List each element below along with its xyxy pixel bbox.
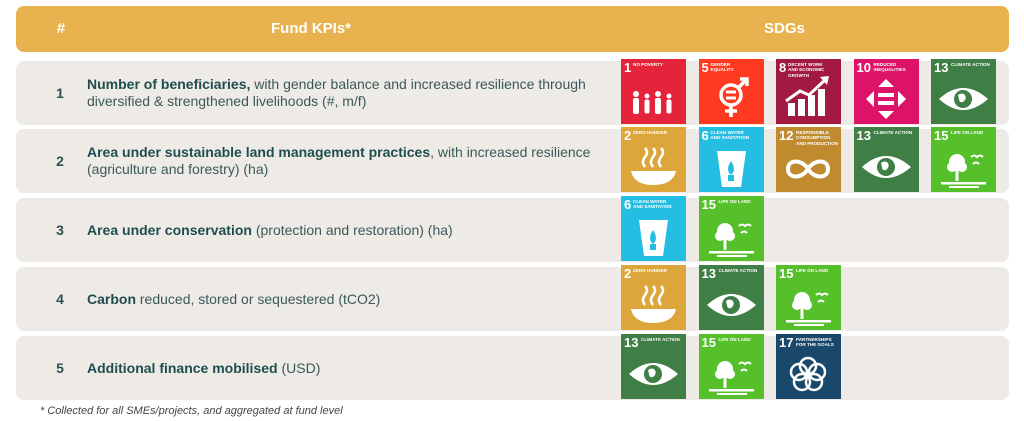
sdg-label: CLEAN WATER AND SANITATION bbox=[710, 130, 750, 141]
header-number: # bbox=[56, 20, 66, 37]
kpi-detail: reduced, stored or sequestered (tCO2) bbox=[136, 290, 381, 307]
sdg-tile-15: 15 LIFE ON LAND bbox=[931, 127, 996, 192]
sdg-number: 2 bbox=[624, 128, 632, 143]
sdg-label: NO POVERTY bbox=[633, 62, 664, 67]
sdg-tile-5: 5 GENDER EQUALITY bbox=[698, 59, 764, 124]
sdg-label: REDUCED INEQUALITIES bbox=[873, 62, 906, 73]
sdg-number: 15 bbox=[701, 197, 716, 212]
sdg-number: 15 bbox=[701, 335, 716, 350]
sdg-label: CLIMATE ACTION bbox=[718, 268, 758, 273]
sdg-number: 5 bbox=[701, 60, 709, 75]
sdg-label: PARTNERSHIPS FOR THE GOALS bbox=[796, 337, 834, 348]
sdg-tile-15: 15 LIFE ON LAND bbox=[776, 265, 841, 330]
kpi-row: 1 Number of beneficiaries, with gender b… bbox=[16, 59, 1009, 125]
sdg-label: CLIMATE ACTION bbox=[951, 62, 990, 67]
kpi-text: Area under conservation (protection and … bbox=[87, 198, 607, 262]
kpi-number: 2 bbox=[56, 153, 64, 169]
kpi-number: 5 bbox=[56, 360, 64, 376]
sdg-label: LIFE ON LAND bbox=[718, 199, 751, 204]
sdg-number: 15 bbox=[934, 128, 949, 143]
sdg-tile-12: 12 RESPONSIBLE CONSUMPTION AND PRODUCTION bbox=[776, 127, 841, 192]
sdg-label: DECENT WORK AND ECONOMIC GROWTH bbox=[788, 62, 825, 78]
kpi-title: Number of beneficiaries, bbox=[87, 76, 251, 92]
kpi-detail: (protection and restoration) (ha) bbox=[251, 221, 453, 238]
sdg-number: 13 bbox=[856, 128, 871, 143]
sdg-label: ZERO HUNGER bbox=[633, 268, 667, 273]
sdg-tile-13: 13 CLIMATE ACTION bbox=[698, 265, 764, 330]
sdg-tile-13: 13 CLIMATE ACTION bbox=[853, 127, 919, 192]
kpi-number: 4 bbox=[56, 291, 64, 307]
kpi-row: 5 Additional finance mobilised (USD) 13 C… bbox=[16, 334, 1009, 400]
sdg-number: 15 bbox=[779, 266, 794, 281]
kpi-detail: with gender balance and increased resili… bbox=[87, 76, 586, 109]
kpi-number: 3 bbox=[56, 222, 64, 238]
sdg-tile-13: 13 CLIMATE ACTION bbox=[621, 334, 686, 399]
sdg-number: 1 bbox=[624, 60, 632, 75]
sdg-number: 13 bbox=[934, 60, 949, 75]
sdg-tile-17: 17 PARTNERSHIPS FOR THE GOALS bbox=[776, 334, 841, 399]
sdg-tile-2: 2 ZERO HUNGER bbox=[621, 127, 686, 192]
sdg-tile-15: 15 LIFE ON LAND bbox=[698, 334, 764, 399]
kpi-row: 4 Carbon reduced, stored or sequestered … bbox=[16, 265, 1009, 331]
kpi-number: 1 bbox=[56, 85, 64, 101]
sdg-tile-13: 13 CLIMATE ACTION bbox=[931, 59, 996, 124]
kpi-title: Area under conservation bbox=[87, 221, 252, 238]
kpi-title: Carbon bbox=[87, 290, 136, 307]
sdg-tile-10: 10 REDUCED INEQUALITIES bbox=[853, 59, 919, 124]
kpi-row: 2 Area under sustainable land management… bbox=[16, 127, 1009, 193]
kpi-title: Area under sustainable land management p… bbox=[87, 144, 431, 160]
sdg-number: 13 bbox=[624, 335, 639, 350]
sdg-number: 13 bbox=[701, 266, 716, 281]
sdg-number: 17 bbox=[779, 335, 794, 350]
sdg-label: GENDER EQUALITY bbox=[710, 62, 734, 73]
kpi-text: Additional finance mobilised (USD) bbox=[87, 336, 607, 400]
sdg-label: CLIMATE ACTION bbox=[641, 337, 680, 342]
sdg-label: RESPONSIBLE CONSUMPTION AND PRODUCTION bbox=[796, 130, 839, 146]
sdg-number: 2 bbox=[624, 266, 632, 281]
sdg-label: ZERO HUNGER bbox=[633, 130, 667, 135]
sdg-tile-6: 6 CLEAN WATER AND SANITATION bbox=[621, 196, 686, 261]
kpi-detail: (USD) bbox=[277, 359, 321, 376]
table-header: # Fund KPIs* SDGs bbox=[16, 6, 1009, 52]
sdg-number: 10 bbox=[856, 60, 871, 75]
sdg-tile-15: 15 LIFE ON LAND bbox=[698, 196, 764, 261]
sdg-label: LIFE ON LAND bbox=[951, 130, 984, 135]
header-sdgs: SDGs bbox=[764, 20, 805, 37]
sdg-label: LIFE ON LAND bbox=[796, 268, 829, 273]
kpi-text: Carbon reduced, stored or sequestered (t… bbox=[87, 267, 607, 331]
sdg-label: CLIMATE ACTION bbox=[873, 130, 913, 135]
sdg-number: 6 bbox=[624, 197, 632, 212]
sdg-tile-6: 6 CLEAN WATER AND SANITATION bbox=[698, 127, 764, 192]
sdg-tile-2: 2 ZERO HUNGER bbox=[621, 265, 686, 330]
sdg-tile-8: 8 DECENT WORK AND ECONOMIC GROWTH bbox=[776, 59, 841, 124]
sdg-number: 8 bbox=[779, 60, 787, 75]
sdg-label: CLEAN WATER AND SANITATION bbox=[633, 199, 672, 210]
kpi-detail: , with increased resilience (agriculture… bbox=[87, 144, 591, 177]
sdg-number: 6 bbox=[701, 128, 709, 143]
sdg-tile-1: 1 NO POVERTY bbox=[621, 59, 686, 124]
header-fund-kpis: Fund KPIs* bbox=[271, 20, 352, 37]
kpi-row: 3 Area under conservation (protection an… bbox=[16, 196, 1009, 262]
kpi-text: Number of beneficiaries, with gender bal… bbox=[87, 61, 607, 125]
sdg-number: 12 bbox=[779, 128, 794, 143]
footnote: * Collected for all SMEs/projects, and a… bbox=[40, 405, 343, 417]
sdg-label: LIFE ON LAND bbox=[718, 337, 751, 342]
kpi-title: Additional finance mobilised bbox=[87, 359, 278, 376]
kpi-text: Area under sustainable land management p… bbox=[87, 129, 607, 193]
